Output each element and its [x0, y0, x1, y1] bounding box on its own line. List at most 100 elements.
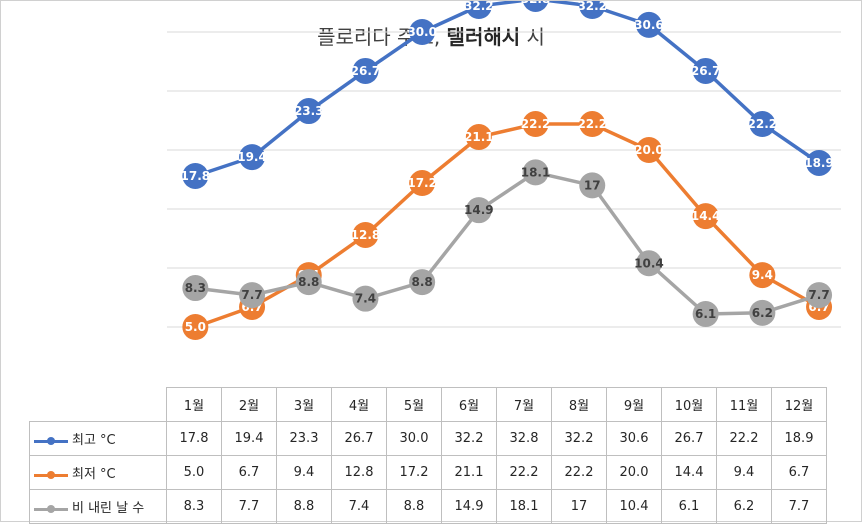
data-label: 7.4 — [355, 292, 376, 306]
data-point — [635, 137, 662, 163]
table-row: 비 내린 날 수 8.3 7.7 8.8 7.4 8.8 14.9 18.1 17 10.4 6.1… — [29, 489, 827, 524]
data-point — [806, 149, 833, 176]
data-point — [182, 162, 209, 189]
data-point — [352, 285, 379, 312]
table-cell: 19.4 — [221, 421, 277, 456]
category-label: 11월 — [716, 387, 772, 422]
data-label: 8.3 — [185, 281, 206, 295]
category-label: 3월 — [276, 387, 332, 422]
table-cell: 6.2 — [716, 489, 772, 524]
table-cell: 32.2 — [441, 421, 497, 456]
data-point — [409, 269, 436, 296]
data-label: 20.0 — [634, 143, 664, 157]
table-cell: 8.3 — [166, 489, 222, 524]
data-label: 22.2 — [521, 117, 551, 131]
data-point — [295, 269, 322, 296]
data-point — [692, 301, 719, 328]
table-header-row: 1월 2월 3월 4월 5월 6월 7월 8월 9월 10월 11월 12월 — [29, 387, 827, 422]
table-cell: 12.8 — [331, 455, 387, 490]
data-label: 17.8 — [181, 169, 211, 183]
data-point — [522, 159, 549, 186]
series-line-2 — [195, 170, 820, 316]
data-label: 10.4 — [634, 256, 664, 270]
table-cell: 30.6 — [606, 421, 662, 456]
table-corner — [29, 387, 167, 422]
data-label: 12.8 — [351, 228, 381, 242]
data-point — [409, 19, 436, 45]
table-cell: 6.1 — [661, 489, 717, 524]
data-point — [295, 98, 322, 125]
data-point — [635, 250, 662, 277]
table-cell: 6.7 — [221, 455, 277, 490]
data-label: 22.2 — [577, 117, 607, 131]
table-cell: 20.0 — [606, 455, 662, 490]
data-point — [749, 299, 776, 326]
category-label: 10월 — [661, 387, 717, 422]
data-label: 14.4 — [691, 209, 721, 223]
data-point — [692, 203, 719, 230]
data-label: 5.0 — [185, 320, 206, 334]
data-label: 32.2 — [464, 1, 494, 13]
data-point — [749, 262, 776, 289]
category-label: 8월 — [551, 387, 607, 422]
data-label: 18.1 — [521, 165, 551, 179]
table-cell: 6.7 — [771, 455, 827, 490]
data-label: 7.7 — [241, 288, 262, 302]
data-label: 23.3 — [294, 104, 324, 118]
category-label: 6월 — [441, 387, 497, 422]
table-cell: 21.1 — [441, 455, 497, 490]
table-cell: 9.4 — [276, 455, 332, 490]
legend-key-icon — [34, 470, 68, 480]
data-label: 26.7 — [351, 64, 381, 78]
table-cell: 32.8 — [496, 421, 552, 456]
data-point — [465, 124, 492, 151]
data-label: 8.8 — [298, 275, 319, 289]
table-cell: 8.8 — [276, 489, 332, 524]
series-legend-cell: 비 내린 날 수 — [29, 489, 167, 524]
table-cell: 26.7 — [331, 421, 387, 456]
data-label: 32.8 — [521, 1, 551, 6]
data-point — [749, 111, 776, 138]
table-cell: 23.3 — [276, 421, 332, 456]
data-point — [635, 11, 662, 38]
data-point — [239, 144, 266, 171]
data-point — [579, 172, 606, 199]
data-point — [352, 221, 379, 248]
table-cell: 5.0 — [166, 455, 222, 490]
table-cell: 30.0 — [386, 421, 442, 456]
data-point — [239, 282, 266, 309]
table-cell: 7.7 — [771, 489, 827, 524]
category-label: 9월 — [606, 387, 662, 422]
data-label: 7.7 — [808, 288, 829, 302]
data-point — [579, 111, 606, 138]
data-label: 14.9 — [464, 203, 494, 217]
data-label: 6.2 — [752, 306, 773, 320]
table-cell: 22.2 — [716, 421, 772, 456]
data-label: 19.4 — [237, 150, 267, 164]
category-label: 2월 — [221, 387, 277, 422]
data-label: 22.2 — [748, 117, 778, 131]
title-suffix: 시 — [520, 25, 545, 49]
data-point — [182, 275, 209, 302]
data-label: 26.7 — [691, 64, 721, 78]
table-cell: 22.2 — [551, 455, 607, 490]
data-point — [352, 57, 379, 84]
data-point — [522, 1, 549, 12]
data-label: 17 — [584, 178, 601, 192]
plot-area: 17.8 19.4 23.3 26.7 30.0 32.2 32.8 32.2 30.6 26.7… — [167, 1, 841, 340]
table-cell: 7.7 — [221, 489, 277, 524]
table-cell: 18.9 — [771, 421, 827, 456]
legend-key-icon — [34, 436, 68, 446]
table-cell: 17.8 — [166, 421, 222, 456]
data-point — [692, 57, 719, 84]
series-legend-cell: 최저 °C — [29, 455, 167, 490]
data-label: 18.9 — [804, 156, 834, 170]
legend-key-icon — [34, 504, 68, 514]
data-point — [465, 197, 492, 224]
data-label: 6.1 — [695, 307, 716, 321]
data-point — [579, 1, 606, 20]
data-label: 30.0 — [407, 25, 437, 39]
data-point — [522, 111, 549, 138]
data-label: 9.4 — [752, 268, 773, 282]
table-cell: 10.4 — [606, 489, 662, 524]
